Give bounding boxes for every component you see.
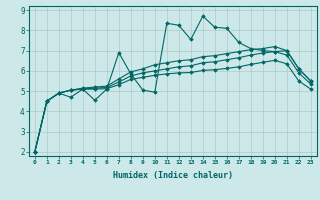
- X-axis label: Humidex (Indice chaleur): Humidex (Indice chaleur): [113, 171, 233, 180]
